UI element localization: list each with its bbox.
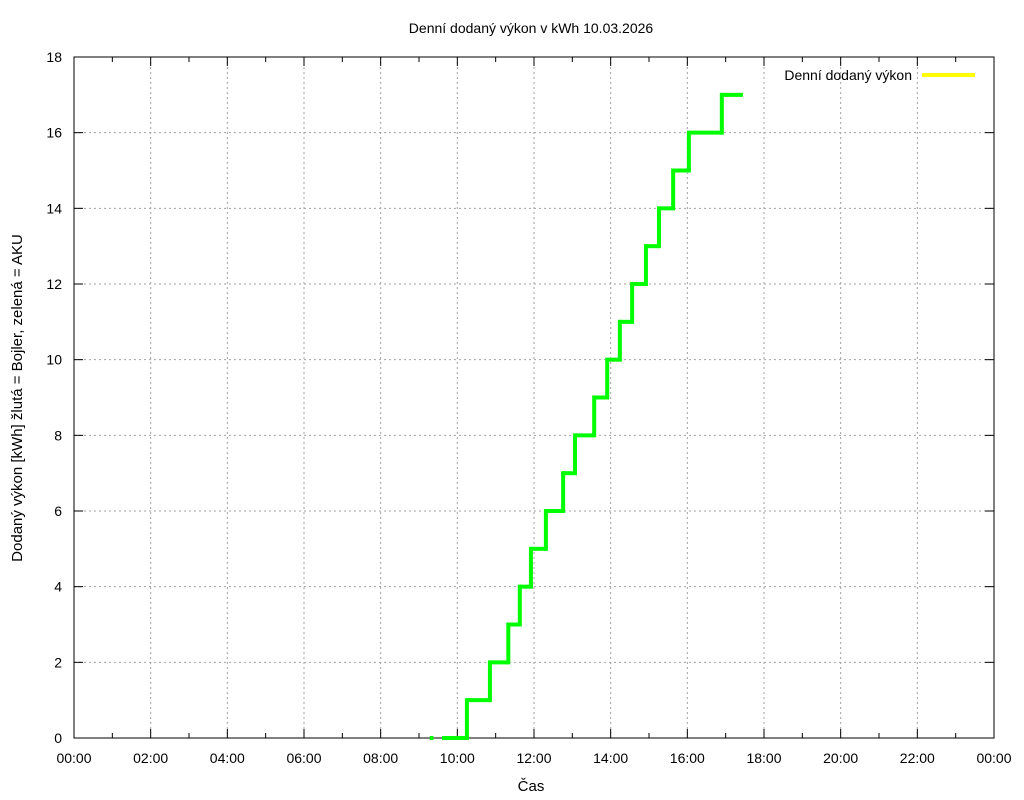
x-tick-label: 22:00	[900, 750, 935, 766]
grid-lines	[74, 57, 994, 738]
y-tick-label: 8	[54, 427, 62, 443]
y-tick-label: 0	[54, 730, 62, 746]
y-tick-label: 4	[54, 579, 62, 595]
y-tick-label: 12	[46, 276, 62, 292]
x-tick-label: 00:00	[56, 750, 91, 766]
legend: Denní dodaný výkon	[784, 67, 975, 83]
chart-title: Denní dodaný výkon v kWh 10.03.2026	[409, 20, 654, 36]
x-tick-label: 20:00	[823, 750, 858, 766]
x-tick-label: 12:00	[516, 750, 551, 766]
x-axis-ticks: 00:00 02:00 04:00 06:00 08:00 10:00 12:00 14:00…	[56, 57, 1012, 766]
y-tick-label: 14	[46, 200, 62, 216]
x-tick-label: 00:00	[976, 750, 1011, 766]
y-axis-ticks: 0 2 4 6 8 10 12 14 16 18	[46, 49, 994, 746]
x-tick-label: 06:00	[286, 750, 321, 766]
x-tick-label: 02:00	[133, 750, 168, 766]
y-tick-label: 16	[46, 125, 62, 141]
minor-ticks	[111, 57, 957, 738]
y-axis-label: Dodaný výkon [kWh] žlutá = Bojler, zelen…	[9, 234, 26, 562]
x-tick-label: 04:00	[210, 750, 245, 766]
y-tick-label: 18	[46, 49, 62, 65]
x-tick-label: 08:00	[363, 750, 398, 766]
y-tick-label: 2	[54, 654, 62, 670]
x-axis-label: Čas	[518, 778, 545, 795]
x-tick-label: 10:00	[440, 750, 475, 766]
legend-label: Denní dodaný výkon	[784, 67, 912, 83]
x-tick-label: 18:00	[746, 750, 781, 766]
y-tick-label: 6	[54, 503, 62, 519]
x-tick-label: 14:00	[593, 750, 628, 766]
x-tick-label: 16:00	[670, 750, 705, 766]
y-tick-label: 10	[46, 352, 62, 368]
series-aku-step-line	[429, 92, 743, 740]
